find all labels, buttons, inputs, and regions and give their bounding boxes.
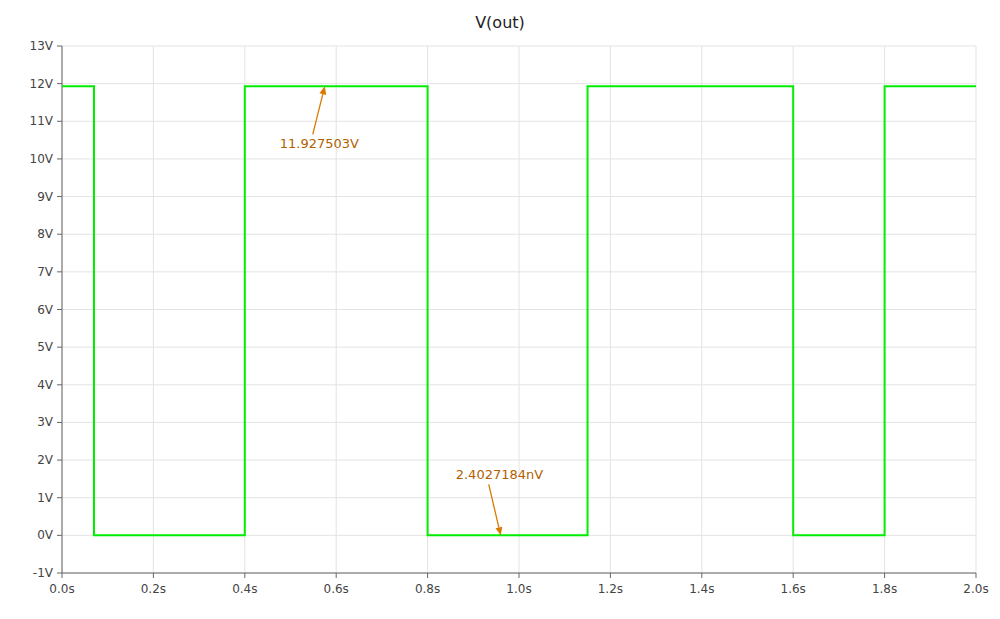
tick-mark xyxy=(701,573,702,578)
tick-label: 1V xyxy=(37,491,54,505)
tick-mark xyxy=(57,309,62,310)
tick-label: 13V xyxy=(30,39,54,53)
grid-line xyxy=(62,309,976,310)
tick-label: 1.2s xyxy=(598,582,623,596)
annotation-text: 11.927503V xyxy=(280,136,359,151)
annotation: 11.927503V xyxy=(280,86,359,151)
tick-mark xyxy=(57,196,62,197)
tick-label: 0V xyxy=(37,528,54,542)
tick-label: 9V xyxy=(37,190,54,204)
grid-line xyxy=(62,384,976,385)
tick-label: 0.6s xyxy=(324,582,349,596)
grid-line xyxy=(62,234,976,235)
tick-mark xyxy=(427,573,428,578)
tick-label: 2.0s xyxy=(963,582,988,596)
tick-label: 8V xyxy=(37,227,54,241)
grid xyxy=(62,46,976,573)
grid-line xyxy=(62,46,976,47)
tick-mark xyxy=(57,573,62,574)
tick-mark xyxy=(793,573,794,578)
tick-mark xyxy=(976,573,977,578)
tick-mark xyxy=(336,573,337,578)
tick-label: 1.6s xyxy=(781,582,806,596)
tick-label: 5V xyxy=(37,340,54,354)
tick-label: 4V xyxy=(37,378,54,392)
tick-mark xyxy=(884,573,885,578)
tick-label: 0.8s xyxy=(415,582,440,596)
title: V(out) xyxy=(475,13,525,32)
grid-line xyxy=(62,422,976,423)
tick-mark xyxy=(57,234,62,235)
tick-label: 1.0s xyxy=(506,582,531,596)
grid-line xyxy=(62,196,976,197)
annotation-arrowhead xyxy=(495,527,502,536)
tick-mark xyxy=(57,347,62,348)
tick-mark xyxy=(57,422,62,423)
waveform xyxy=(62,86,976,535)
grid-line xyxy=(62,271,976,272)
chart: V(out) 0.0s 0.2s 0.4s 0.6s 0.8s 1.0s 1.2s 1.4s 1.… xyxy=(0,0,1000,619)
annotations: 11.927503V 2.4027184nV xyxy=(280,86,543,535)
tick-label: 1.4s xyxy=(689,582,714,596)
tick-label: -1V xyxy=(33,566,54,580)
tick-label: 2V xyxy=(37,453,54,467)
tick-label: 0.4s xyxy=(232,582,257,596)
tick-label: 12V xyxy=(30,77,54,91)
tick-mark xyxy=(57,46,62,47)
tick-label: 1.8s xyxy=(872,582,897,596)
tick-label: 11V xyxy=(30,114,54,128)
annotation-arrowhead xyxy=(319,86,326,95)
grid-line xyxy=(62,121,976,122)
tick-mark xyxy=(153,573,154,578)
tick-label: 6V xyxy=(37,303,54,317)
annotation-arrow xyxy=(489,484,499,527)
annotation-arrow xyxy=(313,94,323,134)
grid-line xyxy=(62,497,976,498)
tick-mark xyxy=(62,573,63,578)
tick-mark xyxy=(57,497,62,498)
tick-mark xyxy=(57,271,62,272)
tick-mark xyxy=(57,121,62,122)
tick-label: 10V xyxy=(30,152,54,166)
grid-line xyxy=(62,347,976,348)
tick-mark xyxy=(519,573,520,578)
tick-label: 0.0s xyxy=(49,582,74,596)
annotation-text: 2.4027184nV xyxy=(456,467,544,482)
grid-line xyxy=(62,460,976,461)
tick-label: 7V xyxy=(37,265,54,279)
grid-line xyxy=(62,83,976,84)
tick-mark xyxy=(244,573,245,578)
tick-mark xyxy=(57,535,62,536)
axes: 0.0s 0.2s 0.4s 0.6s 0.8s 1.0s 1.2s 1.4s 1.6s 1.8s… xyxy=(30,39,989,596)
tick-mark xyxy=(57,158,62,159)
grid-line xyxy=(62,158,976,159)
tick-label: 0.2s xyxy=(141,582,166,596)
tick-mark xyxy=(57,460,62,461)
tick-mark xyxy=(610,573,611,578)
tick-label: 3V xyxy=(37,415,54,429)
tick-mark xyxy=(57,384,62,385)
plot-area xyxy=(62,86,976,535)
tick-mark xyxy=(57,83,62,84)
annotation: 2.4027184nV xyxy=(456,467,544,535)
